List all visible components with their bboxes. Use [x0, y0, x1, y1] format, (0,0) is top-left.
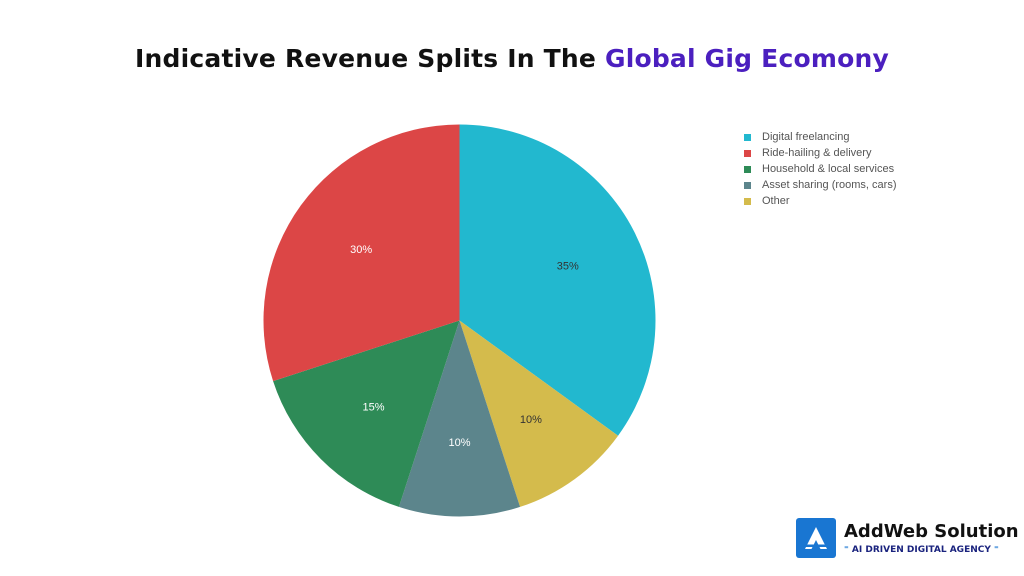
addweb-logo-icon: [796, 518, 836, 558]
pie-slice-ride-hailing-delivery: [263, 124, 460, 382]
legend-swatch: [744, 197, 751, 205]
brand-tagline: ⁼ AI DRIVEN DIGITAL AGENCY ⁼: [844, 545, 1019, 555]
pie-slice-household-local-services: [273, 320, 460, 507]
legend-item-digital-freelancing: Digital freelancing: [744, 129, 896, 145]
slice-label-asset-sharing-rooms-cars: 10%: [448, 437, 470, 449]
chart-title: Indicative Revenue Splits In The Global …: [0, 44, 1024, 73]
legend-item-household-local-services: Household & local services: [744, 161, 896, 177]
pie-slice-other: [459, 320, 619, 507]
slice-label-household-local-services: 15%: [363, 401, 385, 413]
tagline-left-mark: ⁼: [844, 544, 849, 555]
chart-title-main: Indicative Revenue Splits In The: [135, 44, 597, 73]
slice-label-digital-freelancing: 35%: [557, 260, 579, 272]
legend-item-asset-sharing-rooms-cars: Asset sharing (rooms, cars): [744, 177, 896, 193]
legend-swatch: [744, 181, 751, 189]
legend-swatch: [744, 149, 751, 157]
legend-label: Other: [762, 195, 790, 207]
legend-label: Asset sharing (rooms, cars): [762, 179, 897, 191]
brand-logo: AddWeb Solution ⁼ AI DRIVEN DIGITAL AGEN…: [796, 518, 1019, 558]
legend-item-ride-hailing-delivery: Ride-hailing & delivery: [744, 145, 896, 161]
legend-swatch: [744, 133, 751, 141]
tagline-right-mark: ⁼: [994, 544, 999, 555]
legend-label: Household & local services: [762, 163, 895, 175]
slice-label-ride-hailing-delivery: 30%: [350, 244, 372, 256]
chart-legend: Digital freelancing Ride-hailing & delive…: [744, 129, 896, 209]
chart-title-accent: Global Gig Ecomony: [604, 44, 889, 73]
pie-slice-asset-sharing-rooms-cars: [398, 320, 521, 517]
legend-item-other: Other: [744, 193, 896, 209]
legend-label: Ride-hailing & delivery: [762, 147, 872, 159]
legend-swatch: [744, 165, 751, 173]
slice-label-other: 10%: [520, 414, 542, 426]
pie-slice-digital-freelancing: [459, 124, 656, 436]
tagline-text: AI DRIVEN DIGITAL AGENCY: [851, 544, 991, 555]
brand-name: AddWeb Solution: [844, 520, 1019, 542]
legend-label: Digital freelancing: [762, 131, 850, 143]
